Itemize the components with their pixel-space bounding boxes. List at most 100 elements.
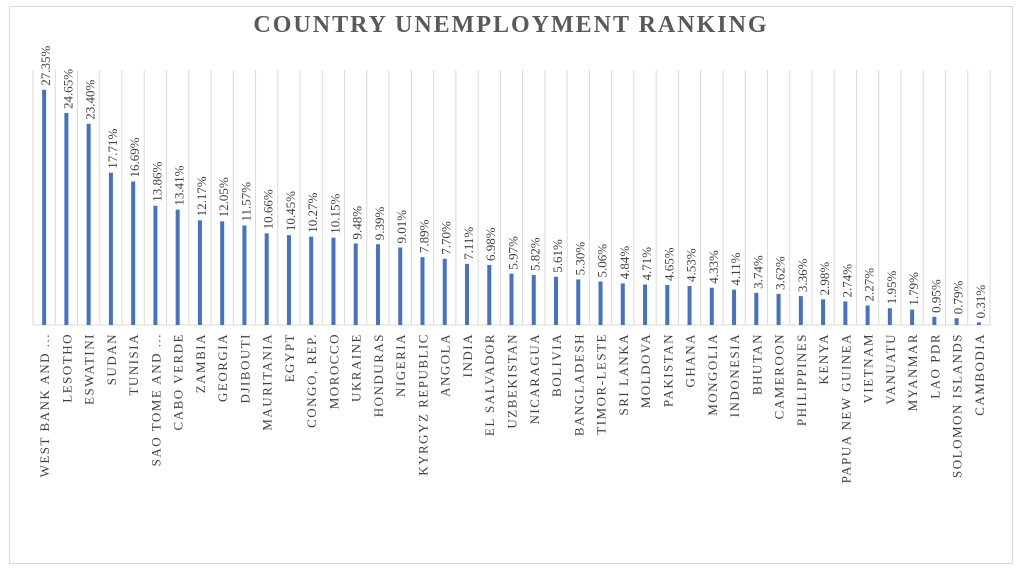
- category-label: SOLOMON ISLANDS: [950, 333, 965, 478]
- category-label: NICARAGUA: [527, 333, 542, 425]
- bar: [487, 264, 492, 325]
- bar: [887, 308, 892, 325]
- data-label: 2.98%: [817, 262, 832, 296]
- data-label: 4.71%: [639, 247, 654, 281]
- category-label: BHUTAN: [749, 333, 764, 395]
- data-label: 3.62%: [773, 256, 788, 290]
- bar: [754, 292, 759, 325]
- data-label: 4.11%: [728, 252, 743, 285]
- data-label: 7.70%: [439, 221, 454, 255]
- category-label: HONDURAS: [371, 333, 386, 417]
- bar: [220, 221, 225, 325]
- category-label: BOLIVIA: [549, 333, 564, 397]
- bar: [709, 287, 714, 325]
- data-label: 6.98%: [483, 227, 498, 261]
- data-label: 5.06%: [595, 244, 610, 278]
- category-label: VIETNAM: [861, 333, 876, 403]
- category-label: TUNISIA: [126, 333, 141, 396]
- bar: [620, 283, 625, 325]
- data-label: 0.79%: [951, 280, 966, 314]
- bar: [910, 309, 915, 325]
- data-label: 13.86%: [149, 162, 164, 202]
- data-label: 27.35%: [38, 46, 53, 86]
- category-label: UKRAINE: [349, 333, 364, 402]
- category-label: PHILIPPINES: [794, 333, 809, 426]
- bar: [643, 284, 648, 325]
- bar: [976, 322, 981, 325]
- bar: [821, 299, 826, 325]
- data-label: 10.27%: [305, 192, 320, 232]
- category-label: SUDAN: [104, 333, 119, 385]
- bar: [732, 289, 737, 325]
- category-label: MAURITANIA: [260, 333, 275, 431]
- data-label: 4.65%: [661, 247, 676, 281]
- bar: [286, 235, 291, 325]
- category-label: PAPUA NEW GUINEA: [838, 333, 853, 483]
- data-label: 0.95%: [928, 279, 943, 313]
- data-label: 4.33%: [706, 250, 721, 284]
- data-label: 5.97%: [506, 236, 521, 270]
- bar: [554, 276, 559, 325]
- data-label: 2.27%: [862, 268, 877, 302]
- category-label: ANGOLA: [438, 333, 453, 397]
- category-label: KENYA: [816, 333, 831, 385]
- data-label: 16.69%: [127, 137, 142, 177]
- data-label: 7.11%: [461, 227, 476, 260]
- category-label: VANUATU: [883, 333, 898, 405]
- data-label: 5.61%: [550, 239, 565, 273]
- bar: [108, 172, 113, 325]
- data-label: 7.89%: [416, 219, 431, 253]
- bar: [442, 258, 447, 325]
- category-label: DJIBOUTI: [237, 333, 252, 404]
- category-label: EGYPT: [282, 333, 297, 382]
- category-label: LAO PDR: [927, 333, 942, 399]
- data-label: 17.71%: [105, 128, 120, 168]
- data-label: 9.39%: [372, 206, 387, 240]
- category-label: CABO VERDE: [171, 333, 186, 430]
- bar: [309, 236, 314, 325]
- category-label: PAKISTAN: [660, 333, 675, 407]
- bar: [687, 286, 692, 325]
- category-label: SRI LANKA: [616, 333, 631, 415]
- bar: [865, 305, 870, 325]
- bar: [932, 316, 937, 325]
- category-label: MOROCCO: [326, 333, 341, 409]
- bar: [398, 247, 403, 325]
- data-label: 12.05%: [216, 177, 231, 217]
- category-label: EL SALVADOR: [482, 333, 497, 436]
- bar: [42, 89, 47, 325]
- category-label: MOLDOVA: [638, 333, 653, 408]
- category-label: KYRGYZ REPUBLIC: [415, 333, 430, 476]
- category-label: WEST BANK AND ...: [37, 333, 52, 477]
- data-label: 9.48%: [350, 206, 365, 240]
- data-label: 10.15%: [327, 193, 342, 233]
- bar: [665, 285, 670, 325]
- data-label: 9.01%: [394, 210, 409, 244]
- data-label: 13.41%: [172, 165, 187, 205]
- data-label: 3.74%: [750, 255, 765, 289]
- bar: [843, 301, 848, 325]
- category-label: MONGOLIA: [705, 333, 720, 416]
- bar: [353, 243, 358, 325]
- gridlines: [32, 70, 991, 325]
- data-label: 10.45%: [283, 191, 298, 231]
- bar: [420, 257, 425, 325]
- category-label: NIGERIA: [393, 333, 408, 397]
- bar: [776, 293, 781, 325]
- category-label: SAO TOME AND ...: [148, 333, 163, 466]
- data-label: 4.53%: [684, 248, 699, 282]
- bar: [153, 205, 158, 325]
- data-label: 2.74%: [839, 264, 854, 298]
- bar: [954, 318, 959, 325]
- bar: [242, 225, 247, 325]
- category-label: INDONESIA: [727, 333, 742, 417]
- bar: [798, 296, 803, 325]
- chart-title: COUNTRY UNEMPLOYMENT RANKING: [253, 12, 769, 38]
- category-label: CAMBODIA: [972, 333, 987, 416]
- data-label: 4.84%: [617, 246, 632, 280]
- category-label: GHANA: [683, 333, 698, 387]
- category-label: MYANMAR: [905, 333, 920, 411]
- category-label: ZAMBIA: [193, 333, 208, 393]
- category-label: TIMOR-LESTE: [594, 333, 609, 435]
- bar: [197, 220, 202, 325]
